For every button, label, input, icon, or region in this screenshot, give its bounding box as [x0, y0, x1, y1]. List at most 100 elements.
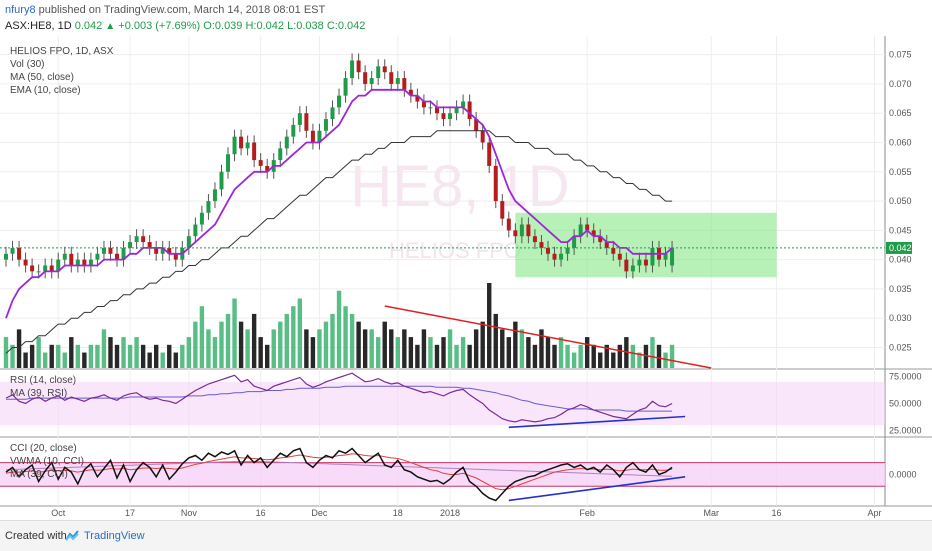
volume-bar: [519, 329, 525, 368]
candle-body: [121, 247, 126, 260]
tradingview-link[interactable]: TradingView: [84, 530, 145, 542]
candle-body: [69, 253, 74, 266]
volume-bar: [3, 337, 9, 368]
candle-body: [454, 107, 459, 114]
candle-body: [363, 72, 368, 84]
candle-body: [487, 142, 492, 166]
candle-body: [43, 265, 48, 272]
cci-tick-label: 0.0000: [889, 469, 917, 479]
candle-body: [199, 212, 204, 225]
candle-body: [572, 236, 577, 248]
volume-bar: [42, 352, 48, 368]
x-tick-label: Dec: [311, 508, 328, 518]
candle-body: [637, 259, 642, 266]
volume-bar: [604, 344, 609, 368]
candle-body: [598, 236, 603, 243]
volume-bar: [101, 329, 107, 368]
x-tick-label: 2018: [440, 508, 460, 518]
candle-body: [284, 136, 289, 149]
volume-bar: [251, 313, 257, 368]
volume-bar: [193, 321, 198, 368]
cci-legend-item: CCI (20, close): [10, 443, 77, 454]
volume-bar: [584, 337, 590, 368]
candle-body: [310, 130, 315, 143]
volume-bar: [376, 337, 381, 368]
candle-body: [474, 119, 479, 131]
rsi-legend-item: MA (39, RSI): [10, 388, 67, 399]
volume-bar: [297, 298, 303, 368]
candle-body: [500, 201, 505, 219]
candle-body: [611, 247, 616, 254]
candle-body: [565, 247, 570, 254]
x-tick-label: 18: [393, 508, 403, 518]
candle-body: [323, 119, 328, 131]
volume-bar: [114, 344, 120, 368]
candle-body: [441, 113, 446, 120]
candle-body: [30, 265, 35, 272]
candle-body: [23, 259, 28, 266]
candle-body: [226, 154, 231, 172]
volume-bar: [206, 329, 211, 368]
volume-bar: [212, 337, 218, 368]
volume-bar: [291, 306, 296, 368]
published-text: published on TradingView.com, March 14, …: [38, 4, 326, 16]
volume-bar: [637, 352, 642, 368]
y-tick-label: 0.050: [889, 196, 912, 206]
candle-body: [337, 95, 342, 108]
volume-bar: [343, 306, 348, 368]
x-tick-label: Mar: [703, 508, 719, 518]
x-tick-label: Oct: [51, 508, 66, 518]
volume-bar: [578, 344, 583, 368]
candle-body: [62, 253, 67, 260]
candle-body: [82, 259, 87, 266]
chart-area[interactable]: HE8, 1D HELIOS FPO Oct 17 Nov 16 Dec 18 2018 Feb…: [0, 36, 932, 520]
main-legend-item: Vol (30): [10, 59, 44, 70]
volume-bar: [591, 344, 596, 368]
volume-bar: [95, 344, 100, 368]
candle-body: [56, 259, 61, 272]
low-value: L:0.038: [287, 20, 324, 32]
volume-bar: [480, 321, 485, 368]
main-legend-item: EMA (10, close): [10, 85, 81, 96]
candle-body: [173, 253, 178, 260]
tradingview-logo-icon[interactable]: [64, 529, 80, 547]
y-tick-label: 0.045: [889, 225, 912, 235]
author-link[interactable]: nfury8: [5, 4, 36, 16]
candle-body: [545, 247, 550, 254]
candle-body: [382, 66, 387, 73]
volume-bar: [382, 321, 387, 368]
candle-body: [265, 165, 270, 172]
volume-bar: [225, 313, 231, 368]
candle-body: [4, 253, 8, 260]
volume-bar: [526, 337, 531, 368]
candle-body: [297, 113, 302, 125]
y-tick-label: 0.070: [889, 79, 912, 89]
candle-body: [493, 165, 498, 202]
candle-body: [115, 253, 120, 260]
price-change: +0.003 (+7.69%): [118, 20, 201, 32]
candle-body: [526, 224, 531, 237]
volume-bar: [336, 290, 342, 368]
last-price-tag: [886, 241, 912, 254]
volume-bar: [434, 344, 440, 368]
volume-bar: [265, 344, 270, 368]
watermark-name: HELIOS FPO: [389, 238, 521, 263]
candle-body: [630, 265, 635, 272]
volume-bar: [460, 337, 466, 368]
candle-body: [160, 247, 165, 254]
volume-bar: [16, 329, 22, 368]
volume-bar: [10, 344, 15, 368]
candle-body: [559, 253, 564, 260]
volume-bar: [121, 337, 126, 368]
volume-bar: [558, 337, 564, 368]
candle-body: [604, 242, 609, 248]
volume-bar: [62, 352, 67, 368]
candle-body: [252, 142, 257, 161]
volume-bar: [415, 344, 420, 368]
volume-bar: [389, 329, 394, 368]
volume-bar: [180, 344, 185, 368]
volume-bar: [656, 344, 662, 368]
volume-bar: [153, 344, 159, 368]
volume-bar: [271, 329, 276, 368]
volume-bar: [284, 313, 289, 368]
